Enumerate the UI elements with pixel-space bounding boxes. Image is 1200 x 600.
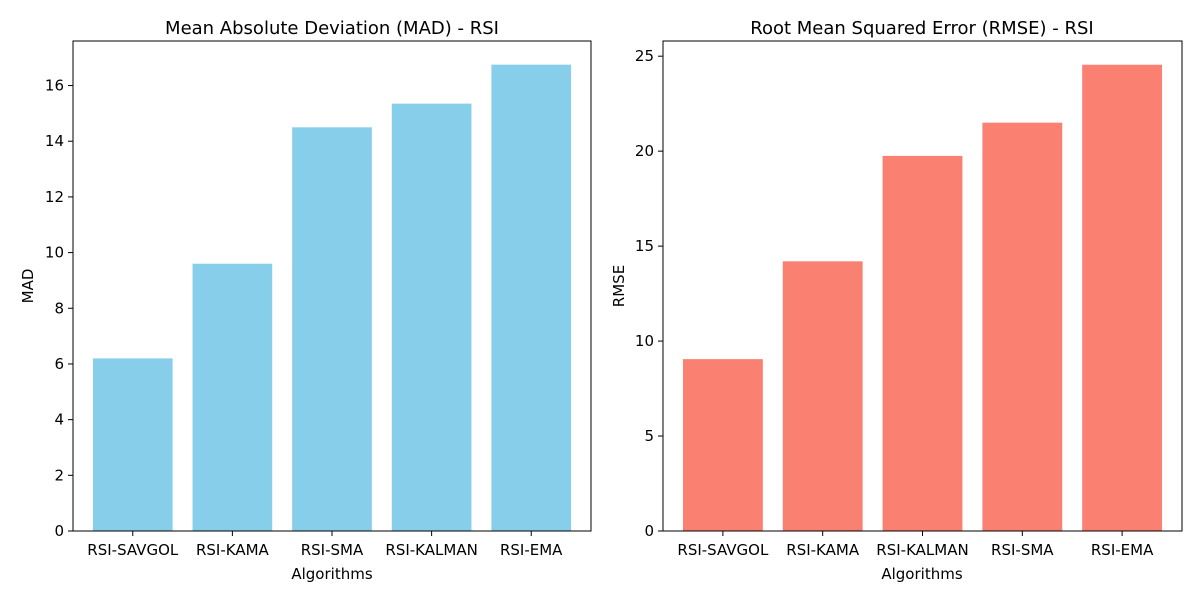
mad-y-ticks: 0 2 4 6 8 10 12 14 16 — [45, 77, 73, 540]
rmse-bar-rsi-kama — [782, 261, 863, 531]
mad-x-tick-label: RSI-SMA — [301, 541, 364, 559]
mad-y-tick-label: 6 — [54, 355, 64, 373]
rmse-chart-title: Root Mean Squared Error (RMSE) - RSI — [750, 18, 1093, 39]
rmse-y-tick-label: 25 — [635, 47, 654, 65]
rmse-bars — [682, 64, 1163, 532]
rmse-bar-rsi-sma — [982, 122, 1063, 532]
rmse-y-axis-label: RMSE — [610, 265, 628, 307]
mad-y-tick-label: 16 — [45, 77, 64, 95]
rmse-y-tick-label: 20 — [635, 142, 654, 160]
mad-bar-rsi-ema — [491, 64, 572, 532]
mad-bar-rsi-savgol — [92, 358, 173, 531]
mad-x-tick-label: RSI-KAMA — [196, 541, 270, 559]
rmse-y-tick-label: 5 — [644, 427, 654, 445]
rmse-x-tick-label: RSI-KAMA — [786, 541, 860, 559]
mad-x-tick-label: RSI-SAVGOL — [87, 541, 179, 559]
rmse-x-ticks: RSI-SAVGOL RSI-KAMA RSI-KALMAN RSI-SMA RSI-E… — [677, 531, 1154, 559]
rmse-y-ticks: 0 5 10 15 20 25 — [635, 47, 663, 540]
mad-chart: Mean Absolute Deviation (MAD) - RSI Algo… — [19, 18, 592, 583]
mad-y-tick-label: 8 — [54, 299, 64, 317]
mad-x-tick-label: RSI-KALMAN — [385, 541, 477, 559]
mad-bar-rsi-kama — [192, 263, 273, 531]
mad-plot-frame — [72, 40, 592, 532]
rmse-x-tick-label: RSI-EMA — [1091, 541, 1154, 559]
mad-x-axis-label: Algorithms — [291, 565, 372, 583]
rmse-plot-frame — [662, 40, 1183, 532]
rmse-x-tick-label: RSI-SMA — [991, 541, 1054, 559]
rmse-x-tick-label: RSI-KALMAN — [876, 541, 968, 559]
rmse-bar-rsi-ema — [1082, 64, 1163, 532]
mad-y-tick-label: 10 — [45, 244, 64, 262]
mad-y-tick-label: 2 — [54, 466, 64, 484]
mad-y-tick-label: 0 — [54, 522, 64, 540]
rmse-y-tick-label: 10 — [635, 332, 654, 350]
mad-x-tick-label: RSI-EMA — [500, 541, 563, 559]
rmse-bar-rsi-kalman — [882, 155, 963, 531]
mad-y-tick-label: 12 — [45, 188, 64, 206]
mad-bars — [92, 64, 572, 532]
rmse-x-axis-label: Algorithms — [881, 565, 962, 583]
rmse-chart: Root Mean Squared Error (RMSE) - RSI Alg… — [610, 18, 1183, 583]
rmse-y-tick-label: 0 — [644, 522, 654, 540]
mad-chart-title: Mean Absolute Deviation (MAD) - RSI — [165, 18, 499, 39]
mad-bar-rsi-sma — [292, 127, 372, 531]
mad-y-tick-label: 4 — [54, 411, 64, 429]
mad-bar-rsi-kalman — [391, 103, 472, 532]
mad-x-ticks: RSI-SAVGOL RSI-KAMA RSI-SMA RSI-KALMAN RSI-E… — [87, 531, 563, 559]
rmse-bar-rsi-savgol — [682, 359, 763, 531]
mad-y-tick-label: 14 — [45, 132, 64, 150]
mad-y-axis-label: MAD — [19, 269, 37, 304]
rmse-x-tick-label: RSI-SAVGOL — [677, 541, 769, 559]
rmse-y-tick-label: 15 — [635, 237, 654, 255]
